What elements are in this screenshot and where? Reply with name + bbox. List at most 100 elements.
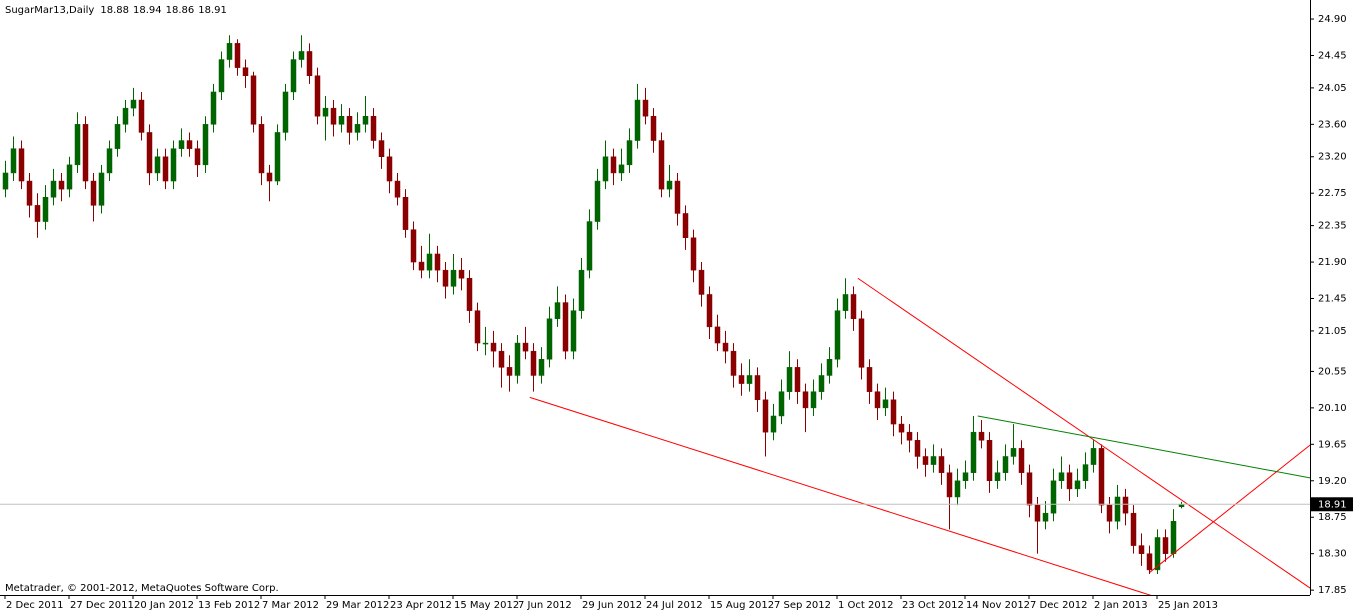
candle-body <box>930 456 937 465</box>
candle-body <box>258 124 265 174</box>
candle-body <box>178 140 185 149</box>
y-tick-label: 24.45 <box>1318 50 1347 61</box>
low-value: 18.86 <box>166 5 195 16</box>
x-tick-label: 2 Jan 2013 <box>1094 600 1148 611</box>
candle-body <box>842 294 849 311</box>
candle-body <box>98 172 105 206</box>
watermark: Metatrader, © 2001-2012, MetaQuotes Soft… <box>5 583 279 594</box>
candle-body <box>962 472 969 482</box>
candle-body <box>306 51 313 76</box>
candle-body <box>690 237 697 271</box>
candle-body <box>618 164 625 174</box>
candle-body <box>298 51 305 60</box>
candle-body <box>426 253 433 271</box>
candle-body <box>658 140 665 190</box>
candle-body <box>874 391 881 409</box>
candle-body <box>1002 456 1009 473</box>
x-tick-label: 7 Dec 2012 <box>1030 600 1088 611</box>
candle-body <box>698 269 705 295</box>
candle-body <box>770 415 777 433</box>
candle-body <box>1010 448 1017 457</box>
candle-body <box>354 124 361 133</box>
y-tick-label: 23.20 <box>1318 152 1347 163</box>
candle-body <box>850 294 857 320</box>
trend-line <box>977 415 1310 479</box>
candle-body <box>810 391 817 409</box>
candle-body <box>122 107 129 125</box>
candle-body <box>370 115 377 141</box>
candle-body <box>714 326 721 344</box>
candle-body <box>186 140 193 149</box>
candle-body <box>274 132 281 182</box>
candle-body <box>666 180 673 190</box>
candle-body <box>482 342 489 345</box>
candle-body <box>170 148 177 182</box>
candle-body <box>906 431 913 441</box>
y-tick-label: 20.10 <box>1318 403 1347 414</box>
candle-body <box>330 107 337 125</box>
candle-body <box>26 180 33 206</box>
candle-body <box>338 115 345 125</box>
candle-body <box>18 148 25 182</box>
candle-body <box>802 391 809 409</box>
candle-body <box>1026 472 1033 506</box>
candle-body <box>530 350 537 376</box>
candle-body <box>1074 480 1081 490</box>
y-tick-label: 23.60 <box>1318 119 1347 130</box>
candle-body <box>1170 521 1177 554</box>
candle-body <box>138 99 145 133</box>
candle-body <box>522 342 529 352</box>
y-tick-label: 24.05 <box>1318 83 1347 94</box>
candle-body <box>554 302 561 320</box>
candle-body <box>746 375 753 384</box>
candle-body <box>458 269 465 279</box>
candle-body <box>34 205 41 222</box>
candle-body <box>226 43 233 60</box>
candle-body <box>1114 496 1121 522</box>
candle-body <box>194 148 201 166</box>
candle-body <box>538 359 545 376</box>
candle-body <box>130 99 137 109</box>
candle-body <box>986 440 993 482</box>
y-tick-label: 20.55 <box>1318 366 1347 377</box>
candle-body <box>890 399 897 425</box>
x-tick-label: 29 Jun 2012 <box>582 600 642 611</box>
x-tick-label: 15 Aug 2012 <box>710 600 774 611</box>
candle-body <box>1122 496 1129 514</box>
candle-body <box>866 367 873 392</box>
candle-body <box>1058 472 1065 482</box>
x-tick-label: 7 Jun 2012 <box>518 600 572 611</box>
candle-body <box>762 399 769 433</box>
x-tick-label: 7 Sep 2012 <box>774 600 831 611</box>
candle-body <box>50 180 57 198</box>
candle-body <box>362 115 369 125</box>
candle-body <box>634 99 641 141</box>
open-value: 18.88 <box>100 5 129 16</box>
candle-body <box>394 180 401 198</box>
chart-header: SugarMar13,Daily 18.88 18.94 18.86 18.91 <box>5 5 227 16</box>
candle-body <box>66 164 73 190</box>
candle-body <box>882 399 889 409</box>
candle-body <box>1154 537 1161 571</box>
candle-body <box>466 278 473 311</box>
candle-body <box>818 375 825 392</box>
candle-body <box>234 43 241 68</box>
candle-body <box>2 172 9 190</box>
y-tick-label: 24.90 <box>1318 14 1347 25</box>
x-tick-label: 25 Jan 2013 <box>1158 600 1218 611</box>
candle-body <box>978 431 985 441</box>
candle-body <box>218 59 225 93</box>
candle-body <box>786 367 793 392</box>
y-tick-label: 21.90 <box>1318 257 1347 268</box>
candle-body <box>914 440 921 457</box>
candle-body <box>642 99 649 117</box>
x-tick-label: 20 Jan 2012 <box>134 600 194 611</box>
x-tick-label: 23 Oct 2012 <box>902 600 964 611</box>
x-tick-label: 23 Apr 2012 <box>390 600 452 611</box>
candle-body <box>266 172 273 182</box>
candle-body <box>314 75 321 117</box>
candle-body <box>722 342 729 352</box>
x-tick-label: 27 Dec 2011 <box>70 600 134 611</box>
x-tick-label: 15 May 2012 <box>454 600 519 611</box>
